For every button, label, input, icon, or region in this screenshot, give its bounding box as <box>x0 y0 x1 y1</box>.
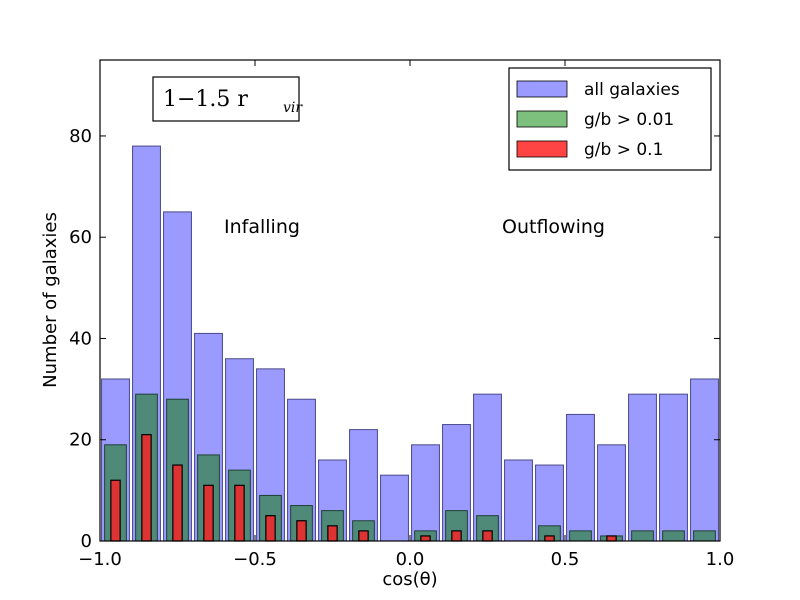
bar-gb01-4 <box>234 484 245 542</box>
bar-gb01-7 <box>327 525 338 542</box>
bar-gb001-17 <box>631 530 654 542</box>
ticks-layer: −1.0 −0.5 0.0 0.5 1.0 0 20 40 60 80 <box>69 60 734 570</box>
y-tick-label: 40 <box>69 328 92 349</box>
radius-range-text: 1−1.5 r <box>163 87 248 112</box>
bar-gb01-12 <box>482 530 493 542</box>
legend-label-gb001: g/b > 0.01 <box>584 110 674 130</box>
bar-gb01-5 <box>265 515 276 542</box>
bar-gb001-15 <box>569 530 592 542</box>
bar-all-19 <box>690 378 719 542</box>
bar-gb01-8 <box>358 530 369 542</box>
x-tick-label: −0.5 <box>233 549 277 570</box>
bar-all-16 <box>597 444 626 542</box>
bars-layer <box>101 145 719 542</box>
bar-all-9 <box>380 474 409 542</box>
legend-label-gb01: g/b > 0.1 <box>584 140 663 160</box>
bar-all-13 <box>504 459 533 542</box>
y-tick-label: 60 <box>69 227 92 248</box>
y-tick-label: 20 <box>69 430 92 451</box>
bar-gb01-16 <box>606 535 617 542</box>
bar-gb01-11 <box>451 530 462 542</box>
bar-gb01-6 <box>296 520 307 542</box>
bar-gb01-14 <box>544 535 555 542</box>
radius-range-box: 1−1.5 r vir <box>152 76 303 122</box>
bar-gb01-2 <box>172 464 183 542</box>
legend: all galaxies g/b > 0.01 g/b > 0.1 <box>508 67 712 171</box>
bar-all-18 <box>659 393 688 542</box>
x-tick-label: 1.0 <box>706 549 735 570</box>
outflowing-label: Outflowing <box>502 216 605 238</box>
y-tick-label: 0 <box>81 531 92 552</box>
bar-gb001-19 <box>693 530 716 542</box>
bar-gb01-0 <box>110 479 121 542</box>
x-tick-label: −1.0 <box>78 549 122 570</box>
x-tick-label: 0.0 <box>396 549 425 570</box>
legend-label-all: all galaxies <box>584 80 680 100</box>
legend-swatch-all <box>516 80 568 98</box>
bar-gb01-3 <box>203 484 214 542</box>
radius-range-subscript: vir <box>283 100 303 116</box>
legend-swatch-gb01 <box>516 140 568 158</box>
bar-gb001-18 <box>662 530 685 542</box>
x-tick-label: 0.5 <box>551 549 580 570</box>
y-tick-label: 80 <box>69 126 92 147</box>
bar-gb01-1 <box>141 434 152 542</box>
bar-all-15 <box>566 413 595 542</box>
x-axis-label: cos(θ) <box>382 569 437 590</box>
y-axis-label: Number of galaxies <box>40 212 61 388</box>
bar-all-17 <box>628 393 657 542</box>
legend-swatch-gb001 <box>516 110 568 128</box>
infalling-label: Infalling <box>224 216 300 238</box>
bar-gb01-10 <box>420 535 431 542</box>
bar-all-10 <box>411 444 440 542</box>
